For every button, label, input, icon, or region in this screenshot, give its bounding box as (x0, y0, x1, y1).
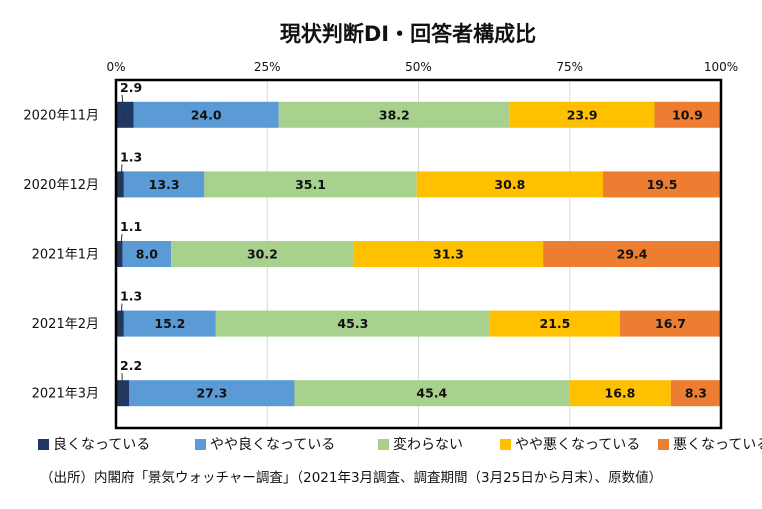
bar-segment (543, 241, 721, 267)
legend-label: 悪くなっている (673, 437, 762, 453)
chart-title: 現状判断DI・回答者構成比 (280, 22, 536, 46)
y-category-label: 2020年12月 (23, 178, 99, 193)
callout-leader-line (119, 164, 123, 194)
data-label: 1.3 (120, 289, 142, 304)
data-label: 10.9 (672, 107, 703, 122)
x-tick-label: 0% (106, 60, 125, 74)
data-label: 8.0 (136, 247, 158, 262)
data-label: 1.3 (120, 149, 142, 164)
y-category-label: 2020年11月 (23, 108, 99, 123)
x-tick-label: 25% (254, 60, 281, 74)
data-label: 8.3 (685, 386, 707, 401)
legend-swatch (500, 439, 511, 450)
data-label: 1.1 (120, 219, 142, 234)
bar-segment (353, 241, 544, 267)
data-label: 13.3 (149, 177, 180, 192)
data-label: 45.3 (337, 316, 368, 331)
data-label: 27.3 (196, 386, 227, 401)
bar-segment (129, 380, 295, 407)
data-label: 29.4 (617, 247, 648, 262)
legend: 良くなっている やや良くなっている 変わらない やや悪くなっている 悪くなっている (38, 436, 762, 453)
x-tick-label: 50% (405, 60, 432, 74)
bar-segment (603, 171, 721, 198)
bar-segment (670, 380, 721, 407)
bar-segment (654, 101, 721, 128)
callout-leader-line (119, 303, 123, 333)
legend-swatch (195, 439, 206, 450)
legend-label: やや悪くなっている (515, 437, 640, 453)
bar-segment (133, 101, 279, 128)
data-label: 16.8 (605, 386, 636, 401)
data-label: 15.2 (154, 316, 185, 331)
data-label: 31.3 (433, 247, 464, 262)
legend-label: 良くなっている (53, 437, 150, 453)
bar-segment (489, 310, 620, 337)
bar-segment (569, 380, 671, 407)
callout-leader-line (121, 373, 124, 403)
y-category-label: 2021年3月 (32, 387, 99, 402)
data-label: 24.0 (191, 107, 222, 122)
bar-segment (116, 171, 124, 198)
data-label: 2.2 (120, 358, 142, 373)
bar-segment (204, 171, 417, 198)
data-label: 35.1 (295, 177, 326, 192)
bar-segment (123, 171, 205, 198)
bar-segment (123, 310, 216, 337)
legend-swatch (378, 439, 389, 450)
bar-segment (294, 380, 570, 407)
callout-leader-line (118, 233, 123, 264)
y-category-label: 2021年1月 (32, 248, 99, 263)
bar-segment (278, 101, 510, 128)
y-category-label: 2021年2月 (32, 317, 99, 332)
legend-swatch (38, 439, 49, 450)
callout-leader-line (121, 94, 126, 124)
data-label: 38.2 (379, 107, 410, 122)
bar-segment (116, 101, 134, 128)
bar-segment (116, 241, 123, 267)
x-tick-label: 75% (556, 60, 583, 74)
data-label: 16.7 (655, 316, 686, 331)
data-label: 2.9 (120, 80, 142, 95)
plot-frame (114, 78, 723, 430)
legend-swatch (658, 439, 669, 450)
x-axis-ticks: 0% 25% 50% 75% 100% (106, 60, 738, 74)
bars-group: 2.9 24.0 38.2 23.9 10.9 1.3 13.3 35.1 30.8 19.5 1.… (116, 80, 721, 407)
bar-segment (416, 171, 604, 198)
bar-segment (509, 101, 655, 128)
data-label: 21.5 (540, 316, 571, 331)
bar-segment (122, 241, 172, 267)
data-label: 19.5 (647, 177, 678, 192)
data-label: 30.2 (247, 247, 278, 262)
bar-segment (215, 310, 490, 337)
legend-label: 変わらない (393, 436, 463, 453)
data-label: 30.8 (494, 177, 525, 192)
y-axis-labels: 2020年11月 2020年12月 2021年1月 2021年2月 2021年3月 (23, 108, 99, 401)
bar-segment (116, 310, 124, 337)
data-label: 23.9 (567, 107, 598, 122)
data-label: 45.4 (416, 386, 447, 401)
source-note: （出所）内閣府「景気ウォッチャー調査」（2021年3月調査、調査期間（3月25日… (40, 470, 662, 486)
bar-segment (171, 241, 354, 267)
bar-segment (619, 310, 721, 337)
x-tick-label: 100% (704, 60, 738, 74)
legend-label: やや良くなっている (210, 437, 335, 453)
